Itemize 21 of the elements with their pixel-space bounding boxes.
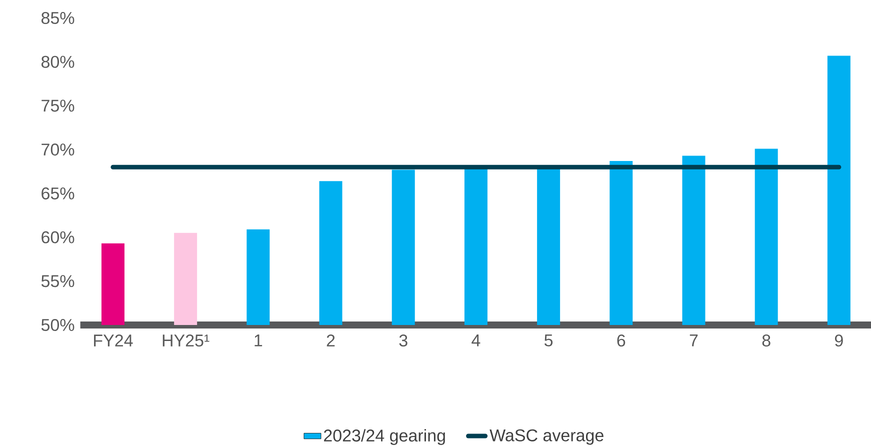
x-tick-label: 5 — [544, 334, 553, 346]
y-tick-label: 80% — [41, 56, 74, 68]
x-tick-label: 8 — [762, 334, 770, 347]
x-tick-label: 6 — [617, 334, 626, 347]
y-tick-label: 75% — [42, 100, 74, 112]
x-tick-label: 1 — [254, 334, 262, 346]
y-tick-label: 60% — [42, 231, 74, 244]
x-tick-label: 7 — [690, 334, 698, 346]
x-tick-label: 4 — [472, 334, 480, 346]
y-tick-label: 55% — [41, 275, 74, 288]
x-tick-label: 2 — [326, 334, 335, 346]
x-tick-label: 9 — [835, 334, 843, 347]
legend-label: WaSC average — [490, 429, 604, 445]
x-tick-label: FY24 — [94, 334, 133, 346]
x-tick-label: 3 — [399, 334, 408, 347]
y-tick-label: 85% — [41, 12, 74, 24]
legend-label: 2023/24 gearing — [324, 429, 445, 445]
y-tick-label: 70% — [42, 144, 74, 156]
y-tick-label: 50% — [41, 318, 74, 332]
x-tick-label: HY25¹ — [162, 334, 210, 347]
y-tick-label: 65% — [42, 187, 74, 200]
